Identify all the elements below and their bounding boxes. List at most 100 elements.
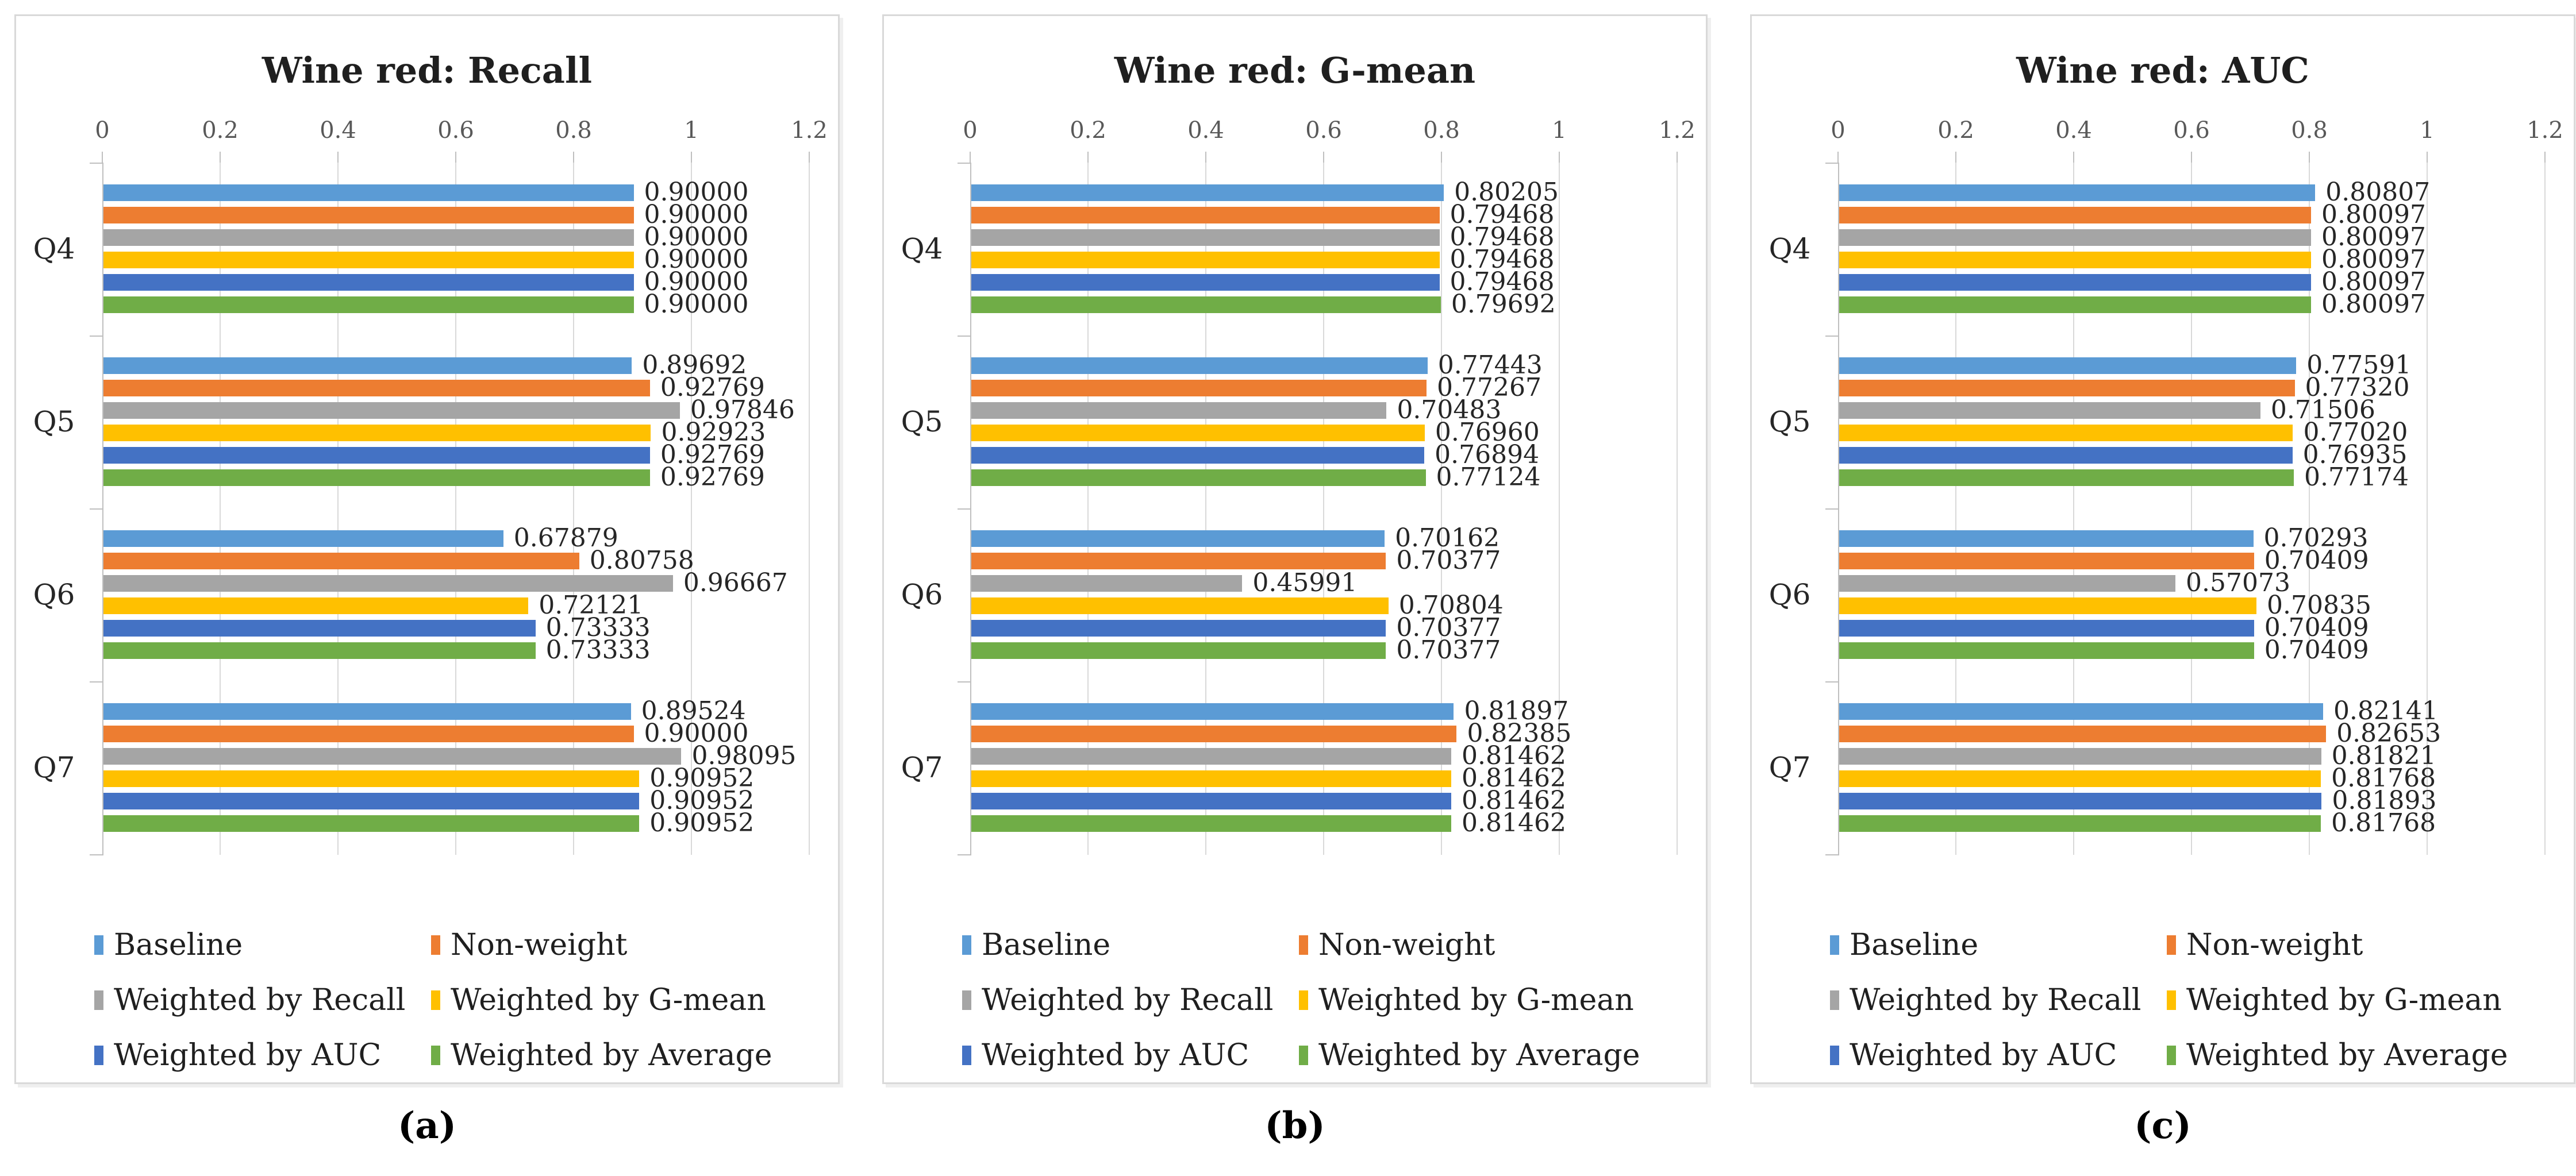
legend-item: Baseline [94, 922, 243, 968]
bar-value-label: 0.90000 [644, 290, 749, 319]
bar-weighted-by-auc [971, 274, 1440, 291]
category-label: Q5 [33, 405, 75, 438]
bar-weighted-by-g-mean [1839, 770, 2321, 787]
bar-value-label: 0.90000 [644, 178, 749, 207]
axis-tick-mark [1677, 152, 1678, 163]
category-label: Q4 [1768, 232, 1811, 265]
bar-value-label: 0.70409 [2264, 546, 2369, 575]
chart-title: Wine red: AUC [2016, 49, 2309, 91]
bar-value-label: 0.92769 [660, 440, 765, 469]
legend-item: Weighted by G-mean [1299, 977, 1634, 1023]
x-axis-tick-label: 0.4 [2055, 117, 2092, 144]
legend-item: Non-weight [1299, 922, 1495, 968]
bar-weighted-by-auc [1839, 620, 2254, 637]
x-axis-tick-label: 1.2 [791, 117, 828, 144]
bar-value-label: 0.57073 [2185, 568, 2290, 597]
gridline [2544, 163, 2546, 855]
bar-weighted-by-average [1839, 296, 2311, 313]
bar-value-label: 0.76960 [1435, 418, 1540, 447]
bar-value-label: 0.80807 [2325, 178, 2431, 207]
axis-tick-mark [573, 152, 574, 163]
bar-weighted-by-recall [1839, 229, 2311, 246]
gridline [1205, 163, 1206, 855]
bar-value-label: 0.82385 [1467, 719, 1572, 748]
bar-weighted-by-recall [971, 402, 1387, 419]
subfigure-label: (c) [2134, 1104, 2191, 1147]
bar-value-label: 0.70162 [1395, 523, 1500, 553]
bar-value-label: 0.73333 [545, 613, 651, 642]
legend-label: Weighted by Recall [1850, 983, 2141, 1017]
bar-weighted-by-auc [1839, 274, 2311, 291]
axis-tick-mark [2309, 152, 2310, 163]
bar-weighted-by-average [103, 642, 536, 659]
bar-value-label: 0.81897 [1464, 696, 1569, 726]
bar-value-label: 0.80758 [589, 546, 694, 575]
bar-weighted-by-average [1839, 815, 2321, 832]
bar-value-label: 0.79468 [1450, 200, 1555, 229]
category-label: Q7 [1768, 751, 1811, 784]
gridline [1087, 163, 1089, 855]
gridline [2309, 163, 2310, 855]
category-axis-tick [90, 508, 102, 510]
legend-item: Weighted by AUC [94, 1032, 381, 1078]
bar-value-label: 0.89524 [641, 696, 746, 726]
bar-non-weight [971, 207, 1440, 223]
legend-swatch [2167, 935, 2176, 955]
bar-weighted-by-recall [1839, 575, 2175, 592]
legend-swatch [1830, 1046, 1839, 1065]
category-axis-tick [1825, 336, 1838, 337]
legend-swatch [94, 990, 103, 1010]
x-axis-tick-label: 0.8 [1423, 117, 1460, 144]
bar-value-label: 0.92769 [660, 462, 765, 492]
bar-value-label: 0.45991 [1252, 568, 1358, 597]
bar-value-label: 0.80097 [2321, 200, 2426, 229]
legend-label: Weighted by Average [1318, 1038, 1640, 1073]
subfigure-label: (a) [397, 1104, 457, 1147]
gridline [2191, 163, 2192, 855]
x-axis-tick-label: 1.2 [1659, 117, 1695, 144]
legend-swatch [1299, 935, 1308, 955]
bar-value-label: 0.79468 [1450, 267, 1555, 296]
bar-weighted-by-auc [971, 793, 1451, 809]
bar-non-weight [971, 726, 1457, 742]
bar-weighted-by-recall [971, 229, 1440, 246]
bar-baseline [1839, 184, 2316, 201]
legend-swatch [962, 935, 971, 955]
bar-weighted-by-g-mean [1839, 597, 2257, 614]
category-label: Q6 [1768, 578, 1811, 611]
category-label: Q6 [901, 578, 943, 611]
legend-swatch [962, 990, 971, 1010]
bar-value-label: 0.73333 [545, 635, 651, 665]
bar-value-label: 0.81462 [1461, 808, 1566, 838]
gridline [1559, 163, 1560, 855]
legend-label: Baseline [114, 928, 243, 962]
gridline [220, 163, 221, 855]
chart-panel: Wine red: G-mean 0 0.2 0.4 0.6 0.8 1 1.2 Q4 0.802… [882, 14, 1708, 1084]
legend-label: Baseline [982, 928, 1111, 962]
legend-item: Baseline [962, 922, 1110, 968]
bar-non-weight [971, 380, 1427, 396]
legend-label: Weighted by AUC [114, 1038, 382, 1073]
bar-value-label: 0.70377 [1396, 613, 1501, 642]
category-label: Q4 [901, 232, 943, 265]
category-label: Q5 [1768, 405, 1811, 438]
category-axis-line [102, 163, 103, 855]
bar-weighted-by-recall [971, 575, 1243, 592]
legend-swatch [1830, 990, 1839, 1010]
bar-value-label: 0.81462 [1461, 764, 1566, 793]
bar-weighted-by-recall [103, 402, 680, 419]
gridline [2427, 163, 2428, 855]
category-axis-tick [958, 508, 970, 510]
bar-weighted-by-average [1839, 469, 2294, 486]
axis-tick-mark [1955, 152, 1956, 163]
axis-tick-mark [1559, 152, 1560, 163]
category-label: Q7 [901, 751, 943, 784]
bar-value-label: 0.81768 [2331, 808, 2436, 838]
bar-weighted-by-g-mean [1839, 425, 2293, 441]
gridline [1441, 163, 1442, 855]
bar-value-label: 0.81462 [1461, 741, 1566, 770]
x-axis-tick-label: 0.6 [1305, 117, 1342, 144]
gridline [455, 163, 456, 855]
x-axis-tick-label: 0.8 [2291, 117, 2328, 144]
bar-weighted-by-recall [1839, 402, 2260, 419]
